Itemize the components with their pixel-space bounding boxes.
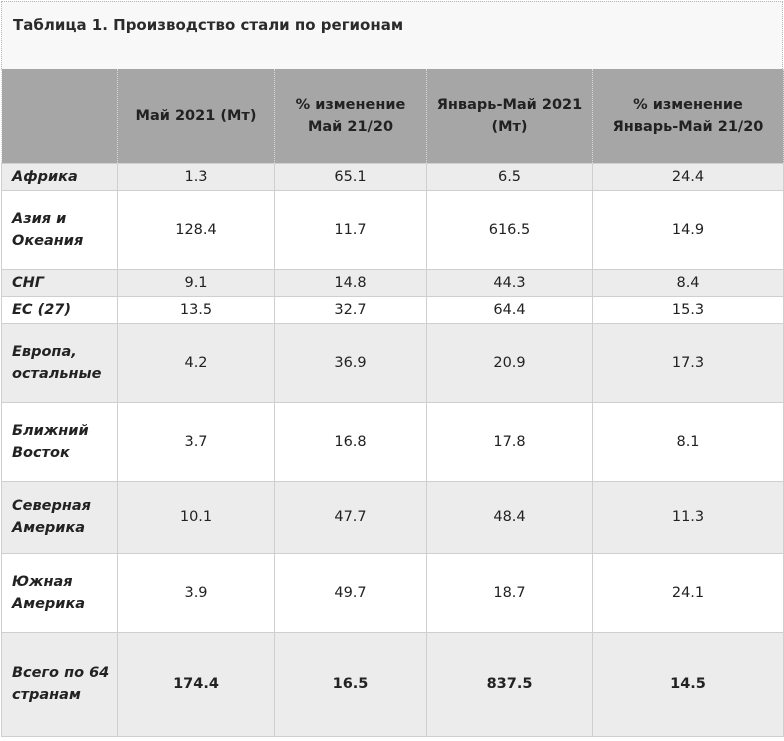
cell-jan-may-2021: 44.3 bbox=[426, 268, 593, 297]
cell-jan-may-2021: 20.9 bbox=[426, 322, 593, 403]
region-name: Африка bbox=[1, 162, 118, 191]
cell-jan-may-change: 8.4 bbox=[592, 268, 784, 297]
table-header-row: Май 2021 (Мт) % изменение Май 21/20 Янва… bbox=[1, 69, 784, 163]
cell-may-change: 65.1 bbox=[274, 162, 427, 191]
cell-may-change: 49.7 bbox=[274, 552, 427, 633]
cell-jan-may-2021: 616.5 bbox=[426, 189, 593, 270]
cell-may-change: 36.9 bbox=[274, 322, 427, 403]
header-jan-may-change: % изменение Январь-Май 21/20 bbox=[592, 69, 784, 163]
table-row: СНГ 9.1 14.8 44.3 8.4 bbox=[1, 268, 784, 297]
cell-may-2021: 13.5 bbox=[117, 295, 275, 324]
cell-may-change: 47.7 bbox=[274, 480, 427, 554]
cell-may-2021: 1.3 bbox=[117, 162, 275, 191]
cell-jan-may-2021: 6.5 bbox=[426, 162, 593, 191]
cell-may-change: 11.7 bbox=[274, 189, 427, 270]
table-row: Азия и Океания 128.4 11.7 616.5 14.9 bbox=[1, 189, 784, 270]
table-row: Ближний Восток 3.7 16.8 17.8 8.1 bbox=[1, 401, 784, 482]
region-name: Ближний Восток bbox=[1, 401, 118, 482]
cell-may-2021: 4.2 bbox=[117, 322, 275, 403]
region-name: СНГ bbox=[1, 268, 118, 297]
table-row: Европа, остальные 4.2 36.9 20.9 17.3 bbox=[1, 322, 784, 403]
cell-jan-may-2021: 64.4 bbox=[426, 295, 593, 324]
header-may-change: % изменение Май 21/20 bbox=[274, 69, 427, 163]
cell-may-2021: 10.1 bbox=[117, 480, 275, 554]
table-row: Северная Америка 10.1 47.7 48.4 11.3 bbox=[1, 480, 784, 554]
cell-may-2021: 174.4 bbox=[117, 631, 275, 737]
region-name: ЕС (27) bbox=[1, 295, 118, 324]
cell-jan-may-change: 8.1 bbox=[592, 401, 784, 482]
cell-jan-may-2021: 18.7 bbox=[426, 552, 593, 633]
region-name: Всего по 64 странам bbox=[1, 631, 118, 737]
cell-jan-may-2021: 17.8 bbox=[426, 401, 593, 482]
cell-may-change: 14.8 bbox=[274, 268, 427, 297]
cell-jan-may-change: 14.9 bbox=[592, 189, 784, 270]
table-total-row: Всего по 64 странам 174.4 16.5 837.5 14.… bbox=[1, 631, 784, 737]
region-name: Европа, остальные bbox=[1, 322, 118, 403]
cell-may-2021: 3.7 bbox=[117, 401, 275, 482]
cell-jan-may-change: 14.5 bbox=[592, 631, 784, 737]
table-row: Африка 1.3 65.1 6.5 24.4 bbox=[1, 162, 784, 191]
steel-production-table: Май 2021 (Мт) % изменение Май 21/20 Янва… bbox=[1, 69, 784, 737]
cell-may-2021: 9.1 bbox=[117, 268, 275, 297]
cell-may-change: 32.7 bbox=[274, 295, 427, 324]
cell-may-change: 16.8 bbox=[274, 401, 427, 482]
cell-jan-may-change: 17.3 bbox=[592, 322, 784, 403]
region-name: Азия и Океания bbox=[1, 189, 118, 270]
table-row: ЕС (27) 13.5 32.7 64.4 15.3 bbox=[1, 295, 784, 324]
cell-jan-may-change: 24.1 bbox=[592, 552, 784, 633]
header-may-2021: Май 2021 (Мт) bbox=[117, 69, 275, 163]
cell-jan-may-change: 11.3 bbox=[592, 480, 784, 554]
table-title-box: Таблица 1. Производство стали по региона… bbox=[1, 1, 783, 69]
cell-may-2021: 128.4 bbox=[117, 189, 275, 270]
cell-jan-may-change: 15.3 bbox=[592, 295, 784, 324]
header-jan-may-2021: Январь-Май 2021 (Мт) bbox=[426, 69, 593, 163]
table-title: Таблица 1. Производство стали по региона… bbox=[13, 16, 404, 34]
cell-jan-may-change: 24.4 bbox=[592, 162, 784, 191]
cell-jan-may-2021: 837.5 bbox=[426, 631, 593, 737]
cell-may-change: 16.5 bbox=[274, 631, 427, 737]
table-row: Южная Америка 3.9 49.7 18.7 24.1 bbox=[1, 552, 784, 633]
region-name: Северная Америка bbox=[1, 480, 118, 554]
cell-may-2021: 3.9 bbox=[117, 552, 275, 633]
header-region bbox=[1, 69, 118, 163]
cell-jan-may-2021: 48.4 bbox=[426, 480, 593, 554]
region-name: Южная Америка bbox=[1, 552, 118, 633]
